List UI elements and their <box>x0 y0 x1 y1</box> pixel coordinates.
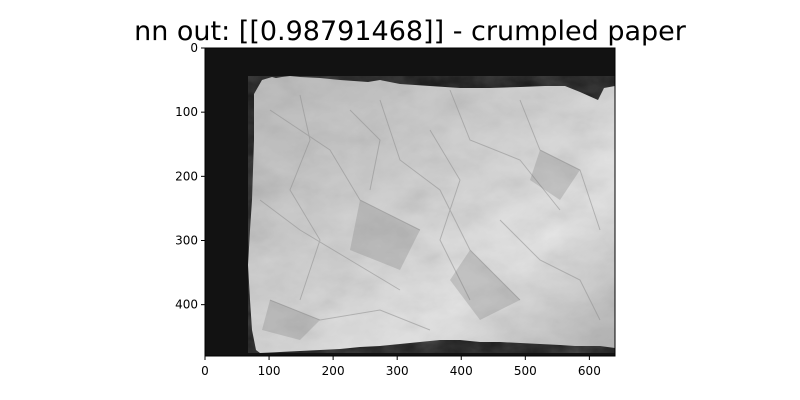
y-tick-label: 300 <box>175 234 198 248</box>
y-tick-label: 400 <box>175 298 198 312</box>
y-tick-label: 100 <box>175 105 198 119</box>
x-tick-label: 0 <box>201 364 209 378</box>
y-axis: 0 100 200 300 400 <box>175 41 205 312</box>
x-tick-label: 200 <box>322 364 345 378</box>
x-axis: 0 100 200 300 400 500 600 <box>201 356 601 378</box>
y-tick-label: 200 <box>175 169 198 183</box>
crumpled-paper-image <box>248 76 615 353</box>
x-tick-label: 400 <box>450 364 473 378</box>
figure-title: nn out: [[0.98791468]] - crumpled paper <box>134 16 687 47</box>
x-tick-label: 500 <box>514 364 537 378</box>
x-tick-label: 300 <box>386 364 409 378</box>
image-panel <box>205 48 615 356</box>
x-tick-label: 100 <box>258 364 281 378</box>
y-tick-label: 0 <box>190 41 198 55</box>
x-tick-label: 600 <box>578 364 601 378</box>
